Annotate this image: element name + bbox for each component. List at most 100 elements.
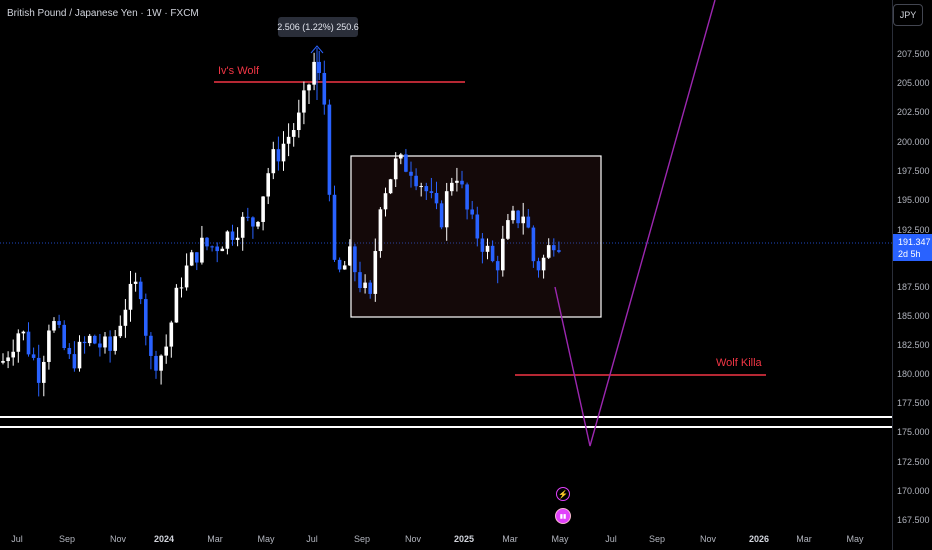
candle-body [291, 130, 296, 137]
candle-body [251, 217, 255, 227]
current-price-value: 191.347 [898, 237, 931, 247]
candle-body [388, 179, 393, 194]
candle-body [465, 184, 469, 210]
candle-body [31, 354, 36, 358]
candles-group [1, 50, 561, 397]
candle-body [337, 259, 342, 270]
candle-body [475, 214, 480, 239]
ivs-wolf-label[interactable]: Iv's Wolf [218, 65, 260, 77]
candle-body [261, 196, 265, 222]
candle-body [200, 237, 204, 263]
candle-body [373, 251, 378, 294]
time-tick-label: Jul [605, 534, 617, 544]
candle-body [327, 104, 332, 195]
lightning-icon[interactable]: ⚡ [556, 487, 570, 501]
candle-body [511, 210, 515, 221]
wolf-killa-label[interactable]: Wolf Killa [716, 357, 762, 369]
candle-body [286, 136, 291, 144]
candle-body [184, 265, 189, 288]
candle-body [297, 112, 301, 131]
candle-body [302, 90, 306, 113]
candle-body [399, 154, 403, 159]
candle-body [169, 322, 174, 347]
candle-body [266, 173, 270, 197]
candle-body [541, 257, 546, 271]
candlestick-plot[interactable] [0, 0, 892, 550]
earnings-flags-icon[interactable]: ▮▮ [555, 508, 571, 524]
measure-tooltip: 2.506 (1.22%) 250.6 [277, 17, 359, 37]
candle-body [490, 245, 495, 262]
candle-body [144, 299, 148, 336]
time-tick-label: Sep [353, 534, 371, 544]
candle-body [281, 143, 286, 162]
candle-body [6, 357, 10, 362]
price-tick-label: 192.500 [897, 225, 930, 235]
projection-path[interactable] [554, 0, 716, 447]
candle-body [480, 238, 485, 252]
candle-body [531, 227, 536, 262]
price-tick-label: 207.500 [897, 49, 930, 59]
candle-body [424, 186, 429, 192]
candle-body [138, 281, 143, 300]
price-tick-label: 172.500 [897, 457, 930, 467]
candle-body [210, 246, 214, 248]
candle-body [195, 252, 199, 263]
candle-body [21, 331, 26, 334]
price-scale[interactable] [892, 0, 932, 550]
time-tick-label: 2025 [453, 534, 475, 544]
measure-arrow-head [310, 45, 324, 54]
candle-body [42, 361, 46, 383]
candle-body [93, 335, 97, 344]
candle-body [409, 171, 413, 176]
time-tick-label: Mar [502, 534, 518, 544]
candle-body [501, 238, 505, 271]
time-tick-label: 2026 [748, 534, 770, 544]
symbol-title[interactable]: British Pound / Japanese Yen · 1W · FXCM [7, 8, 199, 19]
candle-body [552, 245, 556, 251]
candle-body [103, 336, 107, 348]
candle-body [16, 333, 21, 352]
candle-body [546, 245, 551, 258]
candle-body [470, 209, 474, 215]
candle-body [485, 245, 490, 252]
candle-body [159, 355, 163, 371]
candle-body [439, 203, 444, 228]
time-tick-label: Nov [699, 534, 717, 544]
price-tick-label: 185.000 [897, 311, 930, 321]
price-tick-label: 167.500 [897, 515, 930, 525]
candle-body [113, 336, 117, 351]
candle-body [455, 180, 459, 183]
price-tick-label: 182.500 [897, 340, 930, 350]
candle-body [393, 158, 398, 180]
time-tick-label: Nov [109, 534, 127, 544]
candle-body [128, 283, 133, 310]
candle-body [516, 210, 520, 224]
candle-body [225, 231, 230, 249]
candle-body [174, 287, 179, 323]
price-tick-label: 170.000 [897, 486, 930, 496]
candle-body [220, 248, 225, 252]
candle-body [62, 324, 66, 349]
price-tick-label: 202.500 [897, 107, 930, 117]
currency-button[interactable]: JPY [893, 4, 923, 26]
candle-body [77, 341, 82, 369]
candle-body [108, 336, 112, 351]
candle-body [256, 221, 260, 227]
time-tick-label: Jul [306, 534, 318, 544]
candle-body [26, 331, 31, 355]
candle-body [1, 361, 5, 363]
candle-body [205, 237, 209, 247]
candle-body [378, 209, 383, 252]
time-tick-label: May [846, 534, 864, 544]
candle-body [460, 180, 464, 185]
candle-body [368, 282, 372, 294]
candle-body [317, 61, 321, 73]
candle-body [506, 220, 510, 239]
time-tick-label: May [257, 534, 275, 544]
time-tick-label: Sep [648, 534, 666, 544]
price-tick-label: 195.000 [897, 195, 930, 205]
candle-body [98, 343, 102, 348]
candle-body [36, 357, 41, 383]
candle-body [72, 354, 77, 369]
